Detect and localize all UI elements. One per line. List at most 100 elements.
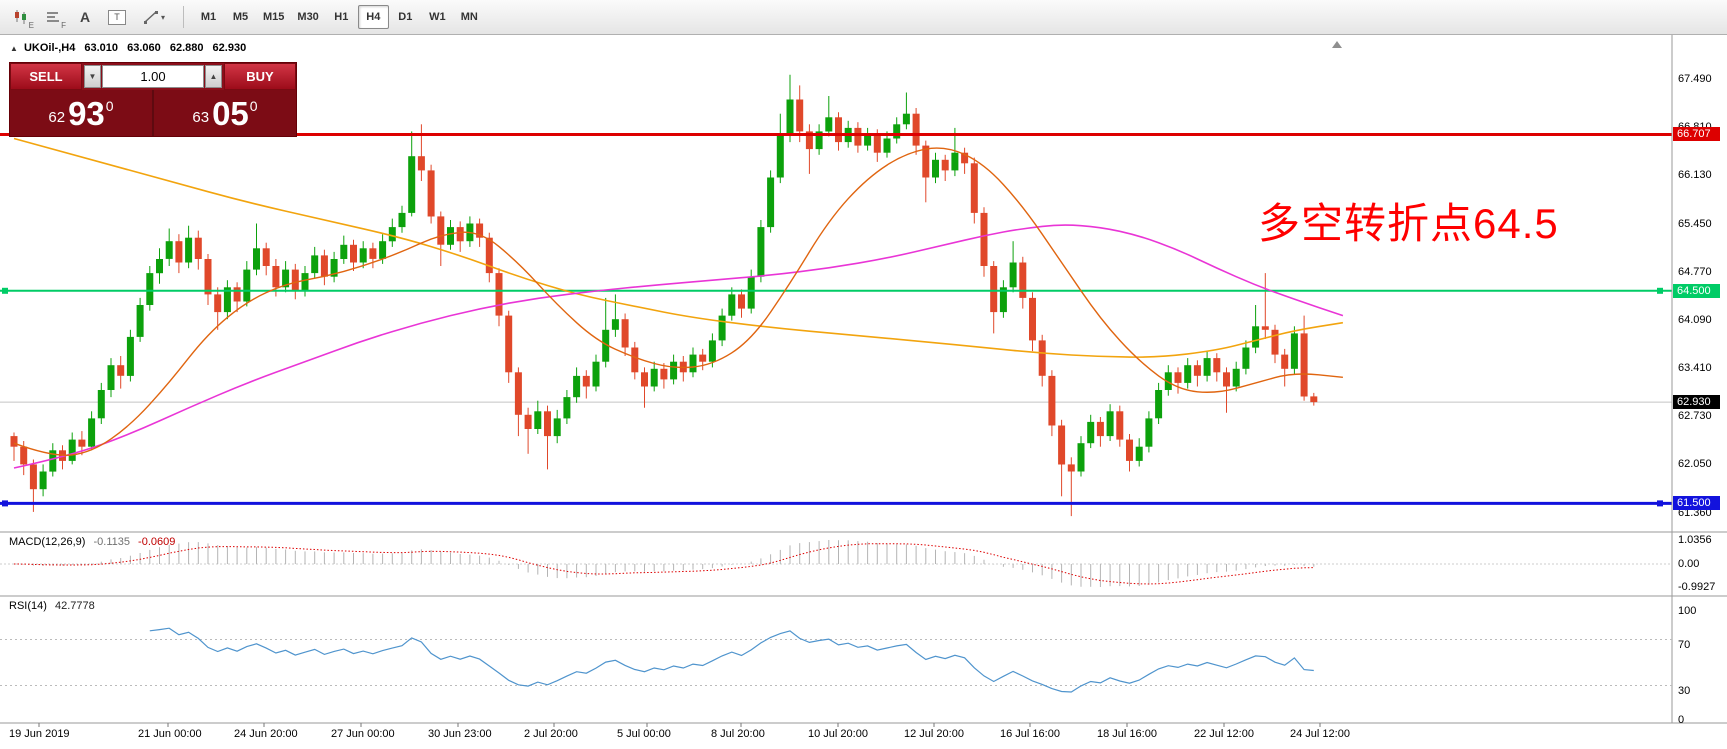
buy-button[interactable]: BUY [224, 63, 296, 90]
volume-decrease-button[interactable]: ▼ [84, 65, 101, 88]
open-value: 63.010 [84, 42, 119, 54]
timeframe-button-w1[interactable]: W1 [422, 5, 453, 29]
sell-price-display[interactable]: 62 93 0 [10, 90, 152, 136]
price-tag-66.707: 66.707 [1673, 127, 1720, 141]
timeframe-button-mn[interactable]: MN [454, 5, 485, 29]
time-axis-label: 27 Jun 00:00 [331, 728, 395, 740]
timeframe-button-m15[interactable]: M15 [257, 5, 290, 29]
high-value: 63.060 [127, 42, 161, 54]
rsi-indicator-label: RSI(14) 42.7778 [9, 600, 95, 612]
macd-axis-label: -0.9927 [1678, 581, 1716, 593]
label-tool-glyph: T [108, 9, 126, 25]
drawing-tools-dropdown-icon: ▾ [160, 12, 165, 22]
macd-main-value: -0.1135 [93, 536, 130, 548]
buy-price-display[interactable]: 63 05 0 [152, 90, 296, 136]
sell-price-big: 93 [68, 94, 105, 132]
hline-handle[interactable] [1657, 287, 1663, 294]
time-axis-label: 24 Jun 20:00 [234, 728, 298, 740]
chart-ohlc-header: ▲ UKOil-,H4 63.010 63.060 62.880 62.930 [10, 42, 252, 54]
volume-input[interactable]: 1.00 [102, 65, 204, 88]
sell-price-small: 62 [48, 109, 66, 126]
text-label-icon[interactable]: T [102, 4, 132, 30]
price-tag-64.500: 64.500 [1673, 284, 1720, 298]
price-tag-61.500: 61.500 [1673, 496, 1720, 510]
time-axis-label: 10 Jul 20:00 [808, 728, 868, 740]
price-axis-label: 62.050 [1678, 458, 1712, 470]
timeframe-button-d1[interactable]: D1 [390, 5, 421, 29]
macd-title: MACD(12,26,9) [9, 536, 86, 548]
time-axis-label: 24 Jul 12:00 [1290, 728, 1350, 740]
timeframe-button-h4[interactable]: H4 [357, 5, 389, 29]
sell-button[interactable]: SELL [10, 63, 82, 90]
volume-increase-button[interactable]: ▲ [205, 65, 222, 88]
symbol-name: UKOil-,H4 [23, 42, 76, 54]
rsi-axis-label: 0 [1678, 714, 1685, 726]
price-axis-label: 67.490 [1678, 73, 1712, 85]
time-axis-label: 8 Jul 20:00 [711, 728, 765, 740]
timeframe-button-group: M1 M5 M15 M30 H1 H4 D1 W1 MN [193, 5, 485, 29]
rsi-axis-label: 30 [1678, 685, 1691, 697]
sell-price-sup: 0 [105, 98, 114, 114]
top-toolbar: E F A T ▾ M1 M5 M15 M30 H1 H4 D1 W1 MN [0, 0, 1727, 35]
price-axis-label: 61.360 [1678, 507, 1712, 519]
candlestick-chart-icon [15, 10, 26, 24]
macd-axis-label: 0.00 [1678, 558, 1700, 570]
indicator-window-icon[interactable]: F [38, 4, 68, 30]
price-axis-label: 64.090 [1678, 314, 1712, 326]
ma-magenta-line [13, 224, 1344, 469]
trade-panel-prices: 62 93 0 63 05 0 [10, 90, 296, 136]
one-click-trading-panel: SELL ▼ 1.00 ▲ BUY 62 93 0 63 05 0 [9, 62, 297, 137]
price-axis-label: 65.450 [1678, 218, 1712, 230]
macd-signal-value: -0.0609 [138, 536, 176, 548]
time-axis-label: 2 Jul 20:00 [524, 728, 578, 740]
text-tool-glyph: A [79, 9, 91, 25]
buy-price-small: 63 [192, 109, 210, 126]
ma-slow-line [13, 137, 1344, 358]
indicator-sub-label: F [61, 21, 66, 30]
macd-histogram [23, 540, 1315, 587]
chart-type-sub-label: E [28, 21, 34, 30]
time-axis-label: 12 Jul 20:00 [904, 728, 964, 740]
trade-panel-top-row: SELL ▼ 1.00 ▲ BUY [10, 63, 296, 90]
time-axis-label: 21 Jun 00:00 [138, 728, 202, 740]
macd-signal-line [13, 543, 1314, 585]
timeframe-button-m1[interactable]: M1 [193, 5, 224, 29]
insert-text-icon[interactable]: A [70, 4, 100, 30]
price-axis-label: 66.130 [1678, 169, 1712, 181]
buy-price-sup: 0 [249, 98, 258, 114]
time-axis-label: 5 Jul 00:00 [617, 728, 671, 740]
close-value: 62.930 [212, 42, 247, 54]
timeframe-button-h1[interactable]: H1 [326, 5, 357, 29]
timeframe-button-m30[interactable]: M30 [291, 5, 324, 29]
hline-handle[interactable] [1657, 500, 1663, 507]
rsi-value: 42.7778 [54, 600, 95, 612]
trendline-tool-icon [143, 11, 158, 24]
drawing-tools-icon[interactable]: ▾ [134, 4, 174, 30]
rsi-axis-label: 70 [1678, 639, 1691, 651]
candles-group[interactable] [10, 74, 1318, 517]
low-value: 62.880 [169, 42, 204, 54]
macd-indicator-label: MACD(12,26,9) -0.1135 -0.0609 [9, 536, 175, 548]
time-axis-label: 30 Jun 23:00 [428, 728, 492, 740]
hline-handle[interactable] [2, 500, 8, 507]
volume-control: ▼ 1.00 ▲ [82, 63, 224, 90]
time-axis-label: 16 Jul 16:00 [1000, 728, 1060, 740]
ohlc-marker-icon: ▲ [10, 44, 18, 53]
timeframe-button-m5[interactable]: M5 [225, 5, 256, 29]
chart-shift-marker[interactable] [1332, 41, 1342, 48]
toolbar-separator [183, 6, 184, 28]
chart-type-icon[interactable]: E [6, 4, 36, 30]
price-axis-label: 63.410 [1678, 362, 1712, 374]
rsi-axis-label: 100 [1678, 605, 1697, 617]
time-axis-label: 19 Jun 2019 [9, 728, 70, 740]
time-axis-label: 18 Jul 16:00 [1097, 728, 1157, 740]
time-axis-label: 22 Jul 12:00 [1194, 728, 1254, 740]
rsi-title: RSI(14) [9, 600, 47, 612]
hline-handle[interactable] [2, 287, 8, 294]
price-tag-62.930: 62.930 [1673, 395, 1720, 409]
rsi-line [149, 627, 1314, 693]
chart-text-annotation: 多空转折点64.5 [1258, 200, 1559, 247]
